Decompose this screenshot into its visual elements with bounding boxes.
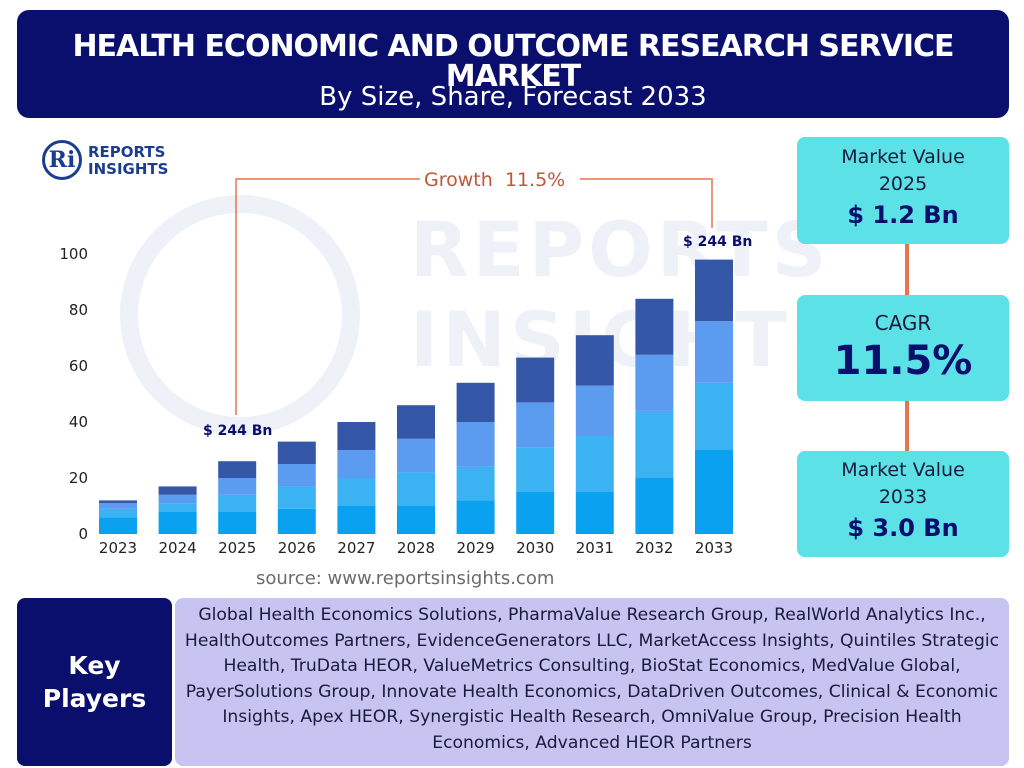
- market-value-2025-value: $ 1.2 Bn: [847, 201, 959, 229]
- bar-segment: [575, 385, 614, 436]
- bar-segment: [516, 492, 555, 534]
- bar-segment: [635, 410, 674, 478]
- page-subtitle: By Size, Share, Forecast 2033: [319, 82, 707, 112]
- y-tick-label: 20: [69, 469, 88, 487]
- bar-segment: [158, 503, 197, 512]
- market-bar-chart: Growth 11.5% $ 244 Bn $ 244 Bn 0 20 40 60 80…: [59, 169, 752, 557]
- bar-segment: [158, 494, 197, 504]
- connector-line-1: [905, 244, 909, 296]
- bar-segment: [695, 382, 733, 450]
- bar-segment: [456, 500, 495, 534]
- y-tick-label: 100: [59, 245, 88, 263]
- bar-segment: [277, 486, 316, 509]
- bar-segment: [337, 450, 376, 478]
- bar-segment: [575, 436, 614, 492]
- page-title: HEALTH ECONOMIC AND OUTCOME RESEARCH SER…: [72, 29, 954, 94]
- bar-segment: [397, 506, 435, 534]
- bar-segment: [158, 511, 197, 534]
- x-tick-label: 2029: [457, 539, 495, 557]
- x-tick-label: 2032: [635, 539, 673, 557]
- bar-segment: [635, 354, 674, 411]
- connector-line-2: [905, 400, 909, 452]
- market-value-2033-label: Market Value 2033: [841, 459, 965, 508]
- logo-text: REPORTS INSIGHTS: [88, 144, 168, 178]
- x-tick-label: 2028: [397, 539, 435, 557]
- bar-segment: [99, 500, 137, 504]
- bar-segment: [158, 486, 197, 495]
- brand-logo: Ri REPORTS INSIGHTS: [42, 140, 182, 184]
- bar-segment: [695, 450, 733, 534]
- bar-segment: [575, 335, 614, 386]
- growth-bracket: Growth 11.5%: [235, 169, 713, 415]
- bar-segment: [635, 298, 674, 355]
- y-tick-label: 80: [69, 301, 88, 319]
- bar-segment: [397, 472, 435, 506]
- x-tick-label: 2027: [337, 539, 375, 557]
- growth-label: Growth 11.5%: [424, 169, 565, 191]
- bar-segment: [218, 511, 257, 534]
- annotation-end: $ 244 Bn: [683, 234, 752, 250]
- header-banner: HEALTH ECONOMIC AND OUTCOME RESEARCH SER…: [17, 10, 1009, 118]
- market-value-2033-box: Market Value 2033 $ 3.0 Bn: [797, 451, 1009, 557]
- bar-segment: [397, 405, 435, 439]
- bar-segment: [635, 478, 674, 534]
- bar-series: [99, 259, 733, 534]
- market-value-2025-box: Market Value 2025 $ 1.2 Bn: [797, 137, 1009, 244]
- x-tick-label: 2023: [99, 539, 137, 557]
- market-value-2025-label: Market Value 2025: [841, 146, 965, 195]
- bar-segment: [397, 438, 435, 473]
- bar-segment: [337, 422, 376, 450]
- cagr-label: CAGR: [874, 311, 932, 335]
- market-value-2033-value: $ 3.0 Bn: [847, 514, 959, 542]
- x-tick-label: 2026: [278, 539, 316, 557]
- x-tick-label: 2031: [576, 539, 614, 557]
- key-players-heading: Key Players: [42, 651, 147, 713]
- annotation-start: $ 244 Bn: [203, 423, 272, 439]
- bar-segment: [575, 492, 614, 534]
- bar-segment: [695, 321, 733, 383]
- logo-icon: Ri: [42, 140, 82, 180]
- logo-line-1: REPORTS: [88, 143, 166, 161]
- bar-segment: [337, 506, 376, 534]
- x-tick-label: 2024: [159, 539, 197, 557]
- x-tick-label: 2033: [695, 539, 733, 557]
- bar-segment: [516, 357, 555, 403]
- bar-segment: [456, 422, 495, 467]
- bar-segment: [695, 259, 733, 322]
- y-tick-label: 0: [78, 525, 88, 543]
- bar-segment: [99, 503, 137, 509]
- bar-segment: [277, 441, 316, 464]
- bar-segment: [516, 402, 555, 448]
- bar-segment: [99, 517, 137, 534]
- bar-segment: [456, 382, 495, 422]
- bar-segment: [218, 494, 257, 512]
- bar-segment: [516, 447, 555, 492]
- x-tick-label: 2025: [218, 539, 256, 557]
- y-tick-label: 40: [69, 413, 88, 431]
- x-tick-label: 2030: [516, 539, 554, 557]
- growth-line-right: [580, 178, 713, 228]
- growth-line-left: [235, 178, 420, 415]
- bar-segment: [277, 508, 316, 534]
- bar-segment: [337, 478, 376, 506]
- key-players-list: Global Health Economics Solutions, Pharm…: [175, 598, 1009, 766]
- bar-segment: [218, 461, 257, 478]
- logo-line-2: INSIGHTS: [88, 160, 169, 178]
- key-players-label: Key Players: [17, 598, 172, 766]
- cagr-box: CAGR 11.5%: [797, 295, 1009, 401]
- bar-segment: [218, 478, 257, 495]
- bar-segment: [99, 508, 137, 518]
- bar-segment: [277, 464, 316, 487]
- x-axis: 2023 2024 2025 2026 2027 2028 2029 2030 2031 2032…: [99, 539, 733, 557]
- cagr-value: 11.5%: [833, 338, 973, 384]
- y-tick-label: 60: [69, 357, 88, 375]
- bar-segment: [456, 466, 495, 501]
- y-axis: 0 20 40 60 80 100: [59, 245, 88, 543]
- source-credit: source: www.reportsinsights.com: [256, 568, 555, 589]
